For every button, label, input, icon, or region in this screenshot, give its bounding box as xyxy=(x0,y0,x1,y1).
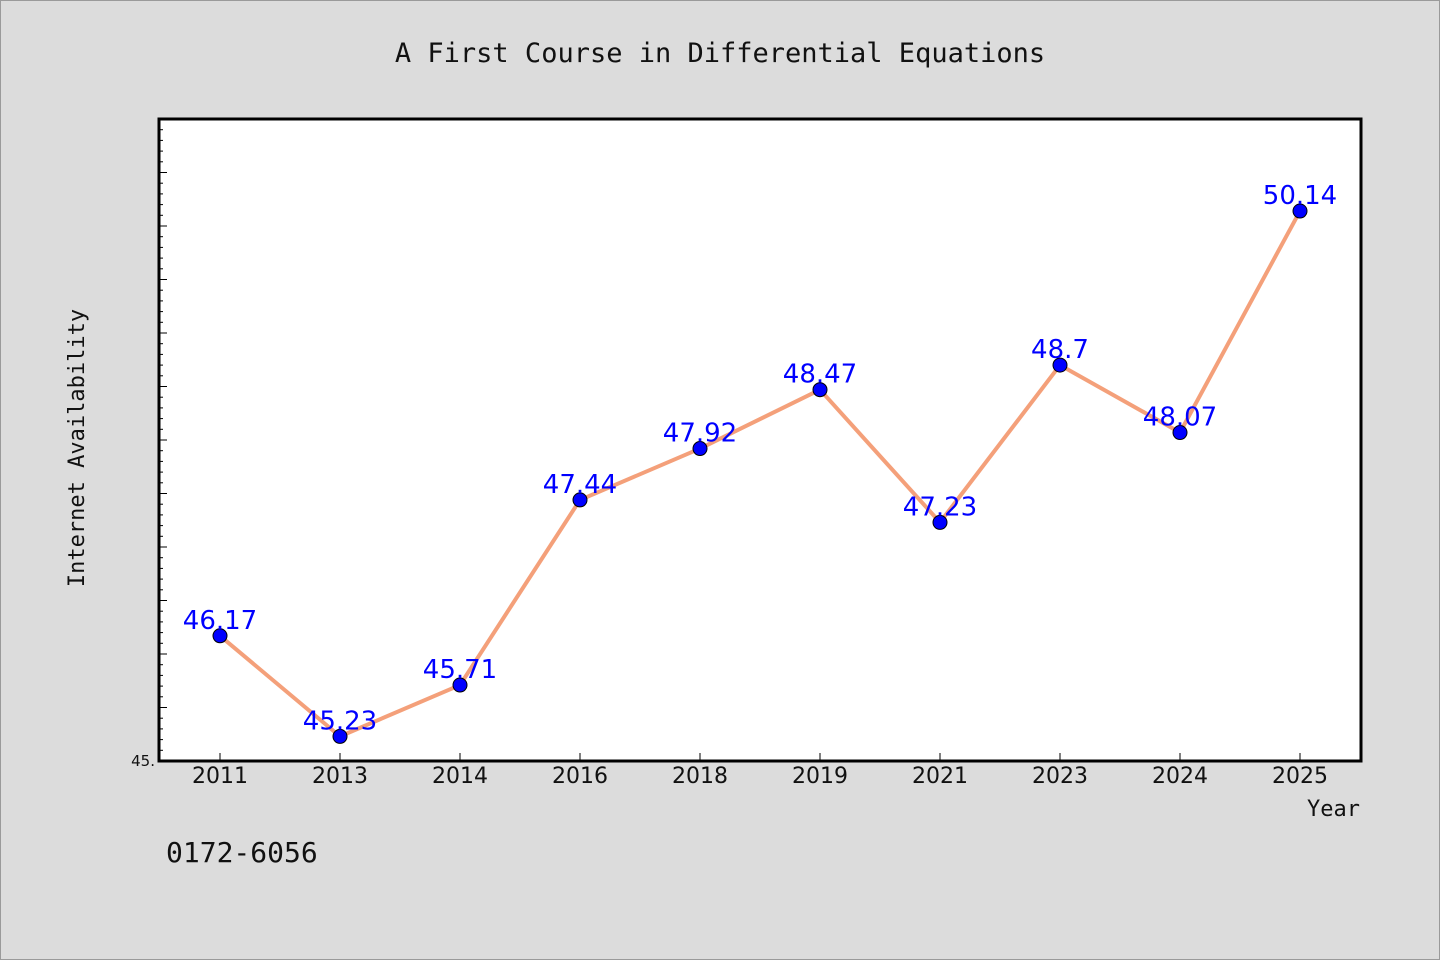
chart-title: A First Course in Differential Equations xyxy=(395,38,1045,69)
data-label-2013: 45.23 xyxy=(303,706,377,736)
data-point-2025 xyxy=(1292,203,1308,219)
x-tick-label-2024: 2024 xyxy=(1152,764,1208,789)
data-labels: 46.17 45.23 45.71 47.44 47.92 48.47 47.23 48.7 4… xyxy=(183,181,1337,736)
data-point-2011 xyxy=(212,628,228,644)
data-point-2021 xyxy=(932,514,948,530)
data-point-2016 xyxy=(572,492,588,508)
x-tick-label-2018: 2018 xyxy=(672,764,728,789)
data-label-2025: 50.14 xyxy=(1263,181,1337,211)
data-point-2019 xyxy=(812,382,828,398)
data-label-2019: 48.47 xyxy=(783,360,857,390)
data-label-2023: 48.7 xyxy=(1031,335,1089,365)
series-line xyxy=(218,210,1302,739)
data-point-2014 xyxy=(452,677,468,693)
data-label-2011: 46.17 xyxy=(183,606,257,636)
plot-area xyxy=(159,119,1361,761)
data-label-2014: 45.71 xyxy=(423,655,497,685)
data-label-2021: 47.23 xyxy=(903,492,977,522)
x-tick-label-2011: 2011 xyxy=(192,764,248,789)
data-point-2023 xyxy=(1052,357,1068,373)
plot-border xyxy=(157,117,1363,763)
x-tick-label-2019: 2019 xyxy=(792,764,848,789)
data-point-2018 xyxy=(692,441,708,457)
data-label-2024: 48.07 xyxy=(1143,403,1217,433)
data-label-2018: 47.92 xyxy=(663,419,737,449)
footer-code: 0172-6056 xyxy=(166,836,318,869)
data-markers xyxy=(212,203,1308,744)
x-tick-label-2016: 2016 xyxy=(552,764,608,789)
y-axis-title: Internet Availability xyxy=(65,309,90,587)
x-tick-label-2014: 2014 xyxy=(432,764,488,789)
y-tick-label-min: 45. xyxy=(131,752,155,770)
x-tick-label-2025: 2025 xyxy=(1272,764,1328,789)
x-tick-labels: 2011 2013 2014 2016 2018 2019 2021 2023 2024 2025 xyxy=(192,764,1328,789)
data-point-2013 xyxy=(332,728,348,744)
x-axis-title: Year xyxy=(1307,797,1360,822)
x-tick-label-2013: 2013 xyxy=(312,764,368,789)
x-tick-label-2023: 2023 xyxy=(1032,764,1088,789)
x-tick-label-2021: 2021 xyxy=(912,764,968,789)
data-label-2016: 47.44 xyxy=(543,470,617,500)
data-point-2024 xyxy=(1172,425,1188,441)
